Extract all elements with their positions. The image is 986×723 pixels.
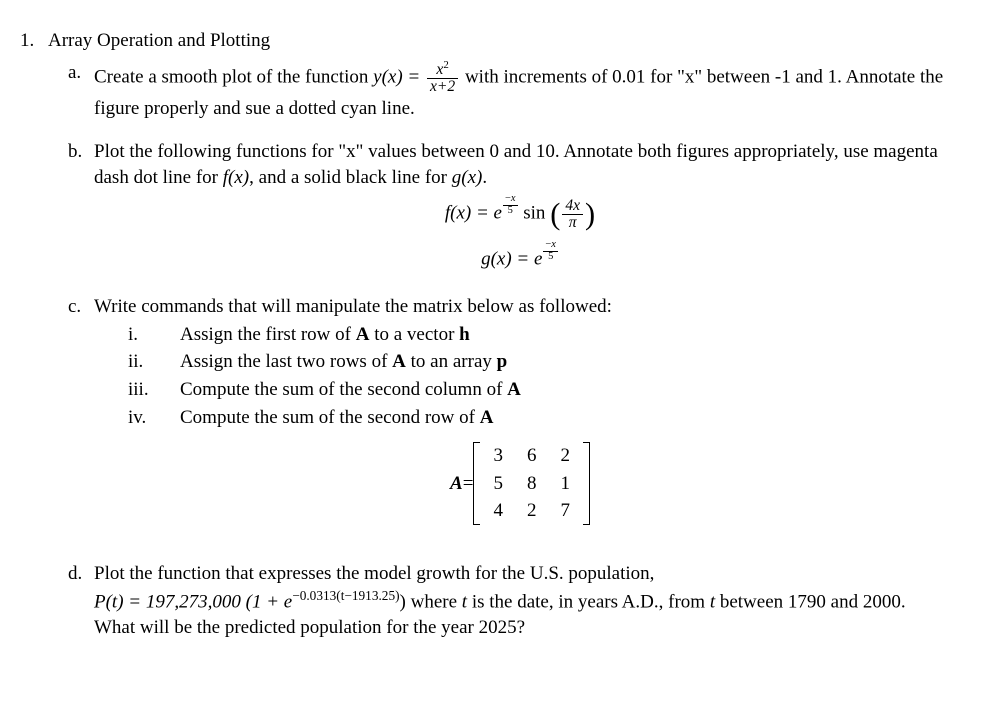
q1a: a. Create a smooth plot of the function … <box>68 60 946 122</box>
q1c-roman-list: i. Assign the first row of A to a vector… <box>94 322 946 431</box>
cell: 6 <box>515 442 549 470</box>
q1c-ii-c: to an array <box>406 351 497 372</box>
q1d-body: Plot the function that expresses the mod… <box>94 561 946 640</box>
q1c-body: Write commands that will manipulate the … <box>94 294 946 543</box>
question-list: 1. Array Operation and Plotting a. Creat… <box>20 28 946 658</box>
q1a-frac-den: x+2 <box>427 79 458 95</box>
q1c-ii-a: Assign the last two rows of <box>180 351 392 372</box>
q1b-eq-g-lhs: g(x) = e <box>481 248 542 269</box>
q1a-frac-num-sup: 2 <box>443 59 448 71</box>
q1c-iii-a: Compute the sum of the second column of <box>180 379 507 400</box>
q1c-iv: iv. Compute the sum of the second row of… <box>128 405 946 431</box>
q1c-iii-num: iii. <box>128 377 180 403</box>
cell: 1 <box>548 470 582 498</box>
q1c-ii: ii. Assign the last two rows of A to an … <box>128 349 946 375</box>
q1c-i: i. Assign the first row of A to a vector… <box>128 322 946 348</box>
q1b-eq-g-exp: −x5 <box>543 240 558 263</box>
question-1: 1. Array Operation and Plotting a. Creat… <box>20 28 946 658</box>
table-row: 427 <box>481 497 582 525</box>
q1c-i-d: h <box>459 324 470 345</box>
q1c-text: Write commands that will manipulate the … <box>94 296 612 317</box>
lparen-icon: ( <box>550 198 560 232</box>
q1-sub-list: a. Create a smooth plot of the function … <box>48 60 946 641</box>
q1b-eq-f-exp: −x5 <box>503 194 518 217</box>
q1b-text-mid: , and a solid black line for <box>249 167 452 188</box>
q1b-eq-g-exp-den: 5 <box>543 252 558 263</box>
q1-number: 1. <box>20 28 48 658</box>
q1b-eq-f: f(x) = e−x5 sin (4xπ) <box>94 194 946 235</box>
q1c-matrix-table: 362 581 427 <box>481 442 582 525</box>
q1b-eq-f-inner-num: 4x <box>562 198 583 215</box>
q1b-gx: g(x) <box>452 167 483 188</box>
cell: 8 <box>515 470 549 498</box>
q1b-text-1: Plot the following functions for "x" val… <box>94 141 938 188</box>
q1b: b. Plot the following functions for "x" … <box>68 139 946 276</box>
table-row: 581 <box>481 470 582 498</box>
q1c-iv-b: A <box>480 407 494 428</box>
q1a-num: a. <box>68 60 94 122</box>
q1c-i-b: A <box>356 324 370 345</box>
q1c-matrix-eq: A = 362 581 427 <box>94 442 946 525</box>
q1-body: Array Operation and Plotting a. Create a… <box>48 28 946 658</box>
cell: 4 <box>481 497 515 525</box>
table-row: 362 <box>481 442 582 470</box>
q1d-text-1: Plot the function that expresses the mod… <box>94 563 654 584</box>
q1d-eq-exp: −0.0313(t−1913.25) <box>292 588 399 603</box>
q1c-iii-body: Compute the sum of the second column of … <box>180 377 946 403</box>
q1a-body: Create a smooth plot of the function y(x… <box>94 60 946 122</box>
cell: 5 <box>481 470 515 498</box>
q1-title: Array Operation and Plotting <box>48 30 270 51</box>
left-bracket-icon <box>473 442 481 525</box>
cell: 2 <box>515 497 549 525</box>
q1b-eq-f-lhs: f(x) = e <box>445 203 502 224</box>
q1a-fraction: x2x+2 <box>427 60 458 96</box>
q1b-eq-f-exp-den: 5 <box>503 206 518 217</box>
q1d-text-3: is the date, in years A.D., from <box>467 591 710 612</box>
q1c-i-c: to a vector <box>369 324 459 345</box>
q1c-ii-b: A <box>392 351 406 372</box>
q1b-eq-f-exp-num: x <box>511 193 516 204</box>
right-bracket-icon <box>582 442 590 525</box>
q1c: c. Write commands that will manipulate t… <box>68 294 946 543</box>
q1c-iv-a: Compute the sum of the second row of <box>180 407 480 428</box>
q1c-i-num: i. <box>128 322 180 348</box>
q1d: d. Plot the function that expresses the … <box>68 561 946 640</box>
q1c-matrix-eq-sign: = <box>463 471 474 497</box>
q1b-eq-f-sin: sin <box>519 203 551 224</box>
q1c-i-body: Assign the first row of A to a vector h <box>180 322 946 348</box>
cell: 7 <box>548 497 582 525</box>
q1c-i-a: Assign the first row of <box>180 324 356 345</box>
q1c-ii-body: Assign the last two rows of A to an arra… <box>180 349 946 375</box>
q1d-num: d. <box>68 561 94 640</box>
q1b-eq-g: g(x) = e−x5 <box>94 240 946 272</box>
q1a-text-1: Create a smooth plot of the function <box>94 66 373 87</box>
q1b-eq-g-exp-num: x <box>551 239 556 250</box>
q1d-text-2: where <box>406 591 462 612</box>
q1c-ii-num: ii. <box>128 349 180 375</box>
q1b-eq-f-inner-den: π <box>562 215 583 231</box>
q1b-body: Plot the following functions for "x" val… <box>94 139 946 276</box>
q1b-fx: f(x) <box>223 167 249 188</box>
q1a-eq-lhs: y(x) = <box>373 66 425 87</box>
rparen-icon: ) <box>585 198 595 232</box>
q1c-num: c. <box>68 294 94 543</box>
q1c-iv-num: iv. <box>128 405 180 431</box>
q1b-num: b. <box>68 139 94 276</box>
q1c-iv-body: Compute the sum of the second row of A <box>180 405 946 431</box>
q1d-eq-lhs: P(t) = 197,273,000 (1 + e <box>94 591 292 612</box>
q1c-matrix: 362 581 427 <box>473 442 590 525</box>
q1c-matrix-lhs: A <box>450 471 463 497</box>
q1c-iii-b: A <box>507 379 521 400</box>
q1c-ii-d: p <box>497 351 508 372</box>
cell: 3 <box>481 442 515 470</box>
cell: 2 <box>548 442 582 470</box>
q1b-text-end: . <box>482 167 487 188</box>
q1c-iii: iii. Compute the sum of the second colum… <box>128 377 946 403</box>
q1b-eq-f-inner: 4xπ <box>562 198 583 232</box>
